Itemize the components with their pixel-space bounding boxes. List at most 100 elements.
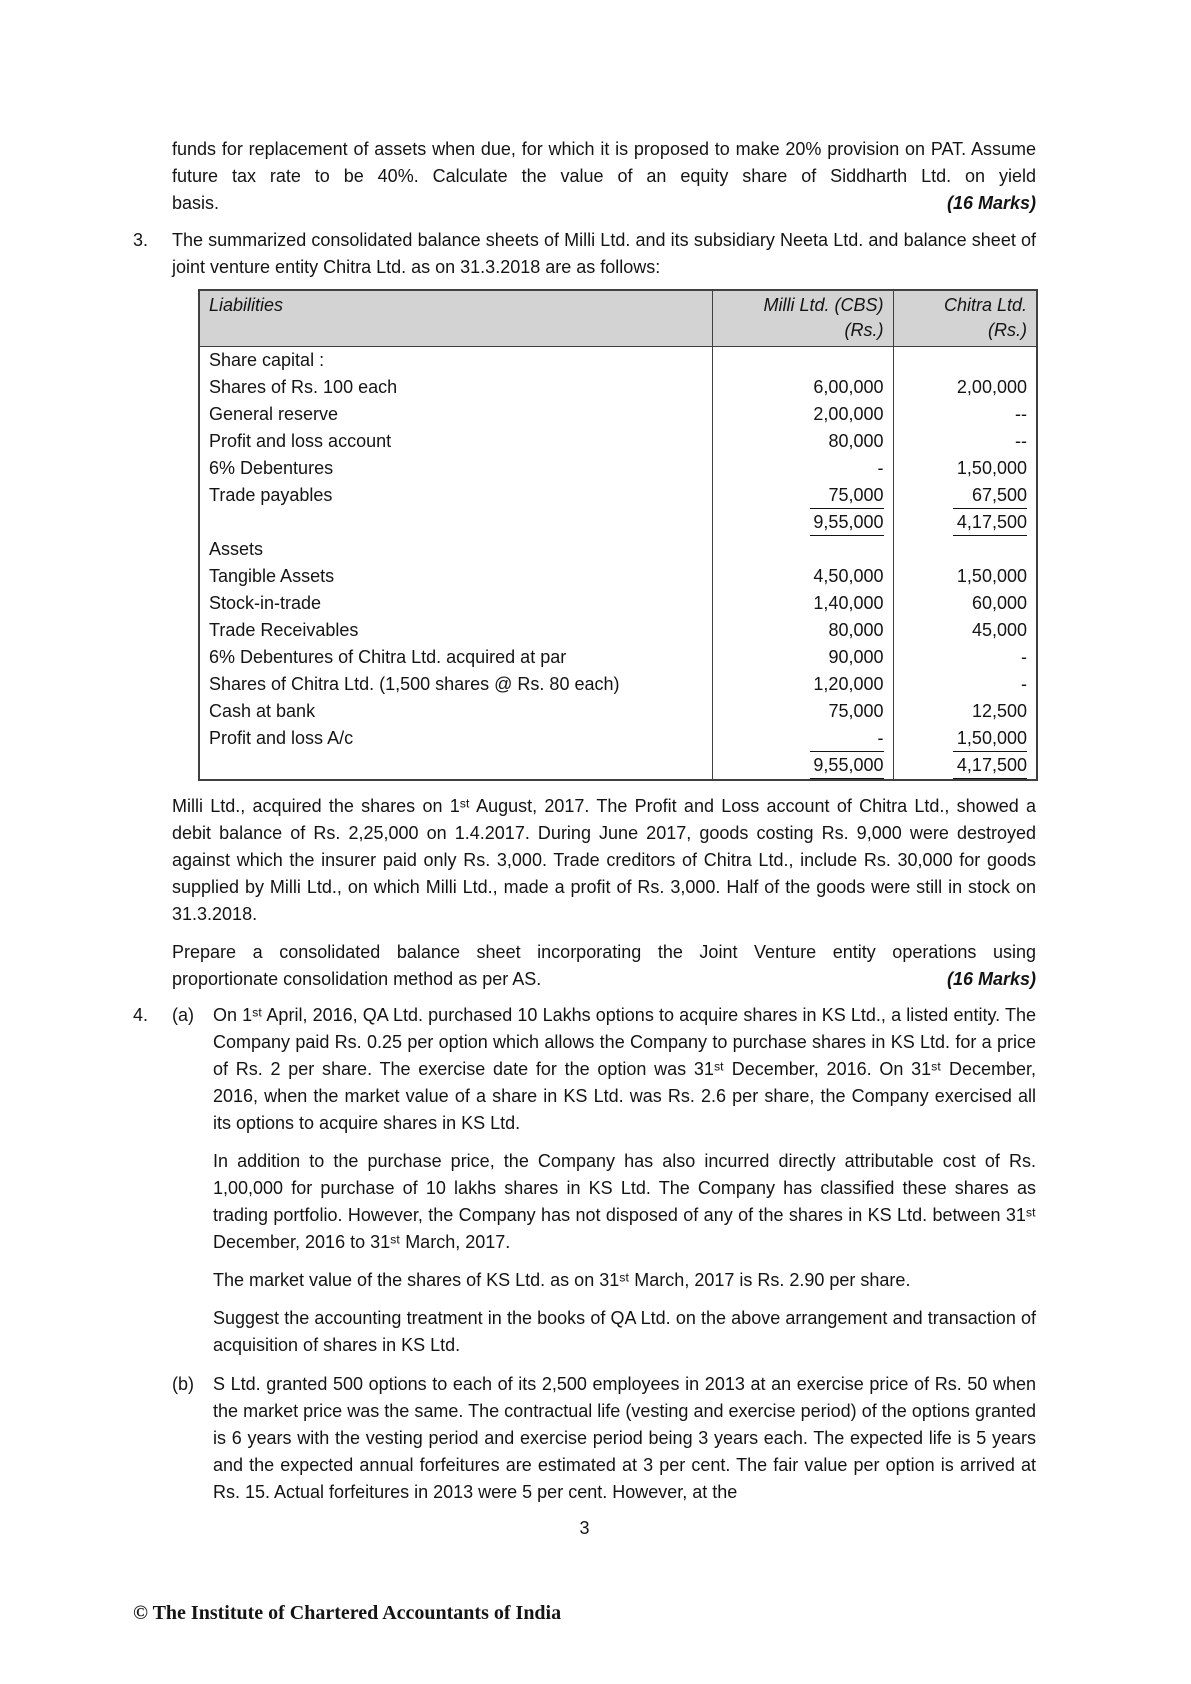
cell-milli: - [711, 455, 894, 482]
question-3-last-words: proportionate consolidation method as pe… [172, 969, 542, 989]
table-row: Shares of Chitra Ltd. (1,500 shares @ Rs… [198, 671, 1038, 698]
cell-chitra: 60,000 [892, 590, 1038, 617]
cell-value: 6,00,000 [813, 377, 884, 397]
cell-value: 80,000 [828, 620, 884, 640]
row-label: Tangible Assets [198, 563, 713, 590]
cell-value: -- [1015, 431, 1027, 451]
cell-value: 9,55,000 [809, 510, 884, 536]
row-label: Shares of Rs. 100 each [198, 374, 713, 401]
table-row: Trade payables 75,000 67,500 [198, 482, 1038, 509]
table-row: Assets [198, 536, 1038, 563]
row-label: Share capital : [198, 346, 713, 374]
cell-value: 90,000 [828, 647, 884, 667]
question-4b-paragraph: S Ltd. granted 500 options to each of it… [213, 1374, 1036, 1502]
header-chitra-line2: (Rs.) [988, 320, 1027, 340]
cell-chitra: -- [892, 401, 1038, 428]
cell-value: 1,50,000 [956, 566, 1027, 586]
table-row: 9,55,000 4,17,500 [198, 752, 1038, 780]
cell-value: -- [1015, 404, 1027, 424]
header-liabilities: Liabilities [198, 290, 713, 347]
row-label: Profit and loss A/c [198, 725, 713, 752]
intro-paragraph-body: funds for replacement of assets when due… [172, 139, 1036, 186]
balance-table-body: Share capital : Shares of Rs. 100 each 6,0… [198, 346, 1038, 780]
row-label: Cash at bank [198, 698, 713, 725]
table-row: Profit and loss account 80,000 -- [198, 428, 1038, 455]
cell-value: 60,000 [971, 593, 1027, 613]
cell-milli: - [711, 725, 894, 752]
table-header-row: Liabilities Milli Ltd. (CBS) (Rs.) Chitr… [198, 290, 1038, 347]
header-liabilities-label: Liabilities [209, 295, 284, 315]
row-label: Profit and loss account [198, 428, 713, 455]
cell-milli [711, 346, 894, 374]
cell-value: 1,40,000 [813, 593, 884, 613]
row-label [198, 752, 713, 780]
question-4a-body: On 1ˢᵗ April, 2016, QA Ltd. purchased 10… [213, 1002, 1036, 1359]
page-content: funds for replacement of assets when due… [133, 136, 1038, 1542]
table-row: 9,55,000 4,17,500 [198, 509, 1038, 536]
cell-value: 45,000 [971, 620, 1027, 640]
header-chitra: Chitra Ltd. (Rs.) [892, 290, 1038, 347]
cell-milli: 75,000 [711, 482, 894, 509]
cell-value: 80,000 [828, 431, 884, 451]
cell-chitra: -- [892, 428, 1038, 455]
cell-chitra: 12,500 [892, 698, 1038, 725]
cell-value: 1,20,000 [813, 674, 884, 694]
question-4a-label: (a) [172, 1005, 194, 1025]
marks-badge: (16 Marks) [946, 193, 1036, 213]
cell-chitra: 4,17,500 [892, 752, 1038, 780]
copyright-footer: © The Institute of Chartered Accountants… [133, 1602, 562, 1624]
question-3-number: 3. [133, 230, 149, 250]
table-row: Share capital : [198, 346, 1038, 374]
question-4: 4. (a) On 1ˢᵗ April, 2016, QA Ltd. purch… [133, 1002, 1036, 1359]
row-label: Shares of Chitra Ltd. (1,500 shares @ Rs… [198, 671, 713, 698]
header-chitra-line1: Chitra Ltd. [943, 295, 1027, 315]
table-row: Profit and loss A/c - 1,50,000 [198, 725, 1038, 752]
row-label [198, 509, 713, 536]
header-milli: Milli Ltd. (CBS) (Rs.) [711, 290, 894, 347]
cell-milli: 9,55,000 [711, 509, 894, 536]
row-label: 6% Debentures of Chitra Ltd. acquired at… [198, 644, 713, 671]
question-3-requirement: Prepare a consolidated balance sheet inc… [133, 939, 1036, 993]
cell-chitra: 45,000 [892, 617, 1038, 644]
question-3-requirement-body: Prepare a consolidated balance sheet inc… [172, 942, 1036, 962]
cell-value: - [809, 726, 884, 752]
question-3-intro: The summarized consolidated balance shee… [172, 230, 1036, 277]
cell-chitra [892, 536, 1038, 563]
intro-last-line: basis. (16 Marks) [172, 190, 1036, 217]
row-label: General reserve [198, 401, 713, 428]
table-row: Stock-in-trade 1,40,000 60,000 [198, 590, 1038, 617]
question-4a-paragraph: Suggest the accounting treatment in the … [213, 1308, 1036, 1355]
cell-milli: 9,55,000 [711, 752, 894, 780]
cell-value: 1,50,000 [956, 458, 1027, 478]
cell-value: - [1021, 647, 1027, 667]
cell-milli: 75,000 [711, 698, 894, 725]
balance-sheet-table: Liabilities Milli Ltd. (CBS) (Rs.) Chitr… [198, 289, 1038, 781]
question-4a-paragraph: In addition to the purchase price, the C… [213, 1151, 1036, 1252]
cell-chitra: 67,500 [892, 482, 1038, 509]
question-4a-paragraph: On 1ˢᵗ April, 2016, QA Ltd. purchased 10… [213, 1005, 1036, 1133]
table-row: 6% Debentures - 1,50,000 [198, 455, 1038, 482]
intro-paragraph: funds for replacement of assets when due… [133, 136, 1036, 217]
row-label: 6% Debentures [198, 455, 713, 482]
question-4b: (b) S Ltd. granted 500 options to each o… [133, 1371, 1036, 1506]
cell-milli: 80,000 [711, 617, 894, 644]
cell-value: 2,00,000 [956, 377, 1027, 397]
cell-milli: 2,00,000 [711, 401, 894, 428]
cell-chitra: 1,50,000 [892, 563, 1038, 590]
question-4a-paragraph: The market value of the shares of KS Ltd… [213, 1270, 911, 1290]
header-milli-line1: Milli Ltd. (CBS) [763, 295, 884, 315]
header-milli-line2: (Rs.) [844, 320, 884, 340]
question-4b-label: (b) [172, 1374, 194, 1394]
row-label: Stock-in-trade [198, 590, 713, 617]
question-3-narrative: Milli Ltd., acquired the shares on 1ˢᵗ A… [172, 796, 1036, 924]
cell-value: 4,50,000 [813, 566, 884, 586]
question-4-number: 4. [133, 1005, 149, 1025]
table-row: 6% Debentures of Chitra Ltd. acquired at… [198, 644, 1038, 671]
question-3-last-line: proportionate consolidation method as pe… [172, 966, 1036, 993]
cell-chitra: - [892, 644, 1038, 671]
cell-value: 75,000 [809, 483, 884, 509]
cell-chitra: 2,00,000 [892, 374, 1038, 401]
cell-milli: 90,000 [711, 644, 894, 671]
page-number: 3 [579, 1518, 590, 1538]
cell-value: 9,55,000 [809, 753, 884, 779]
